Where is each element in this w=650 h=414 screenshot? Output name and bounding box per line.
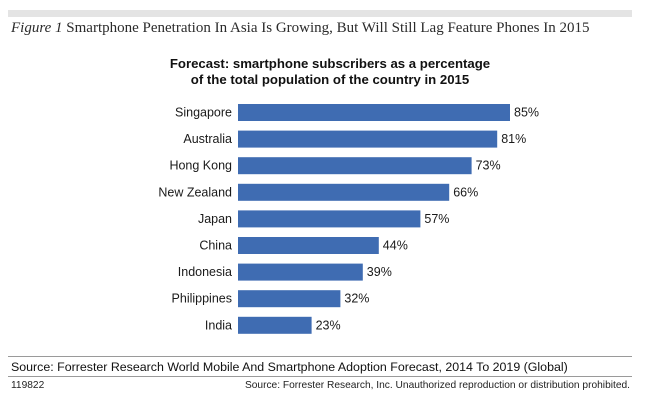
value-label-india: 23%	[316, 318, 341, 332]
value-label-china: 44%	[383, 239, 408, 253]
category-label-australia: Australia	[183, 132, 232, 146]
bar-indonesia	[238, 263, 363, 281]
source-note: Source: Forrester Research World Mobile …	[11, 360, 568, 374]
value-label-philippines: 32%	[344, 292, 369, 306]
category-label-japan: Japan	[198, 212, 232, 226]
category-label-philippines: Philippines	[172, 292, 232, 306]
bar-australia	[238, 130, 498, 148]
category-label-hong-kong: Hong Kong	[169, 159, 232, 173]
figure-title-text: Smartphone Penetration In Asia Is Growin…	[66, 20, 590, 36]
bar-new-zealand	[238, 183, 450, 201]
figure-label: Figure 1	[11, 20, 63, 36]
chart-title: Forecast: smartphone subscribers as a pe…	[80, 56, 580, 88]
category-label-indonesia: Indonesia	[178, 265, 232, 279]
bar-singapore	[238, 104, 510, 121]
category-label-new-zealand: New Zealand	[158, 185, 232, 199]
category-label-singapore: Singapore	[175, 106, 232, 120]
value-label-hong-kong: 73%	[476, 159, 501, 173]
value-label-indonesia: 39%	[367, 265, 392, 279]
value-label-singapore: 85%	[514, 106, 539, 120]
bar-india	[238, 316, 312, 334]
figure-title: Figure 1 Smartphone Penetration In Asia …	[11, 20, 641, 37]
chart-title-line-1: Forecast: smartphone subscribers as a pe…	[169, 56, 491, 71]
bar-hong-kong	[238, 157, 472, 175]
bar-japan	[238, 210, 421, 228]
chart-title-line-2: of the total population of the country i…	[190, 72, 470, 87]
source-divider	[8, 356, 632, 357]
category-label-india: India	[205, 318, 232, 332]
figure-id: 119822	[11, 380, 45, 391]
footer-divider	[8, 376, 632, 377]
value-label-japan: 57%	[424, 212, 449, 226]
bar-philippines	[238, 290, 341, 308]
top-band	[8, 10, 632, 17]
value-label-australia: 81%	[501, 132, 526, 146]
bar-china	[238, 237, 379, 254]
copyright-note: Source: Forrester Research, Inc. Unautho…	[244, 380, 630, 391]
value-label-new-zealand: 66%	[453, 185, 478, 199]
category-label-china: China	[199, 239, 232, 253]
